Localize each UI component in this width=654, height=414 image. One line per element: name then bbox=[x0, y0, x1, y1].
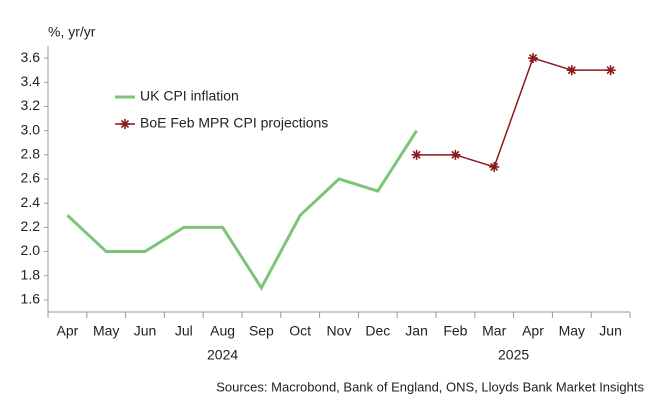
x-tick-label: May bbox=[93, 323, 119, 339]
x-tick-label: Feb bbox=[443, 323, 467, 339]
data-point bbox=[450, 149, 461, 160]
legend-label: BoE Feb MPR CPI projections bbox=[140, 115, 328, 131]
x-tick-label: May bbox=[559, 323, 585, 339]
x-group-label: 2025 bbox=[498, 347, 529, 363]
x-tick-label: Jan bbox=[405, 323, 428, 339]
x-tick-label: Mar bbox=[482, 323, 506, 339]
y-tick-label: 2.0 bbox=[21, 242, 41, 258]
data-point bbox=[411, 149, 422, 160]
y-axis-label: %, yr/yr bbox=[48, 24, 96, 40]
x-tick-label: Apr bbox=[57, 323, 79, 339]
y-tick-label: 2.2 bbox=[21, 218, 41, 234]
data-point bbox=[566, 65, 577, 76]
legend-marker bbox=[120, 119, 130, 129]
y-tick-label: 3.6 bbox=[21, 49, 41, 65]
y-tick-label: 3.2 bbox=[21, 97, 41, 113]
y-tick-label: 2.4 bbox=[21, 194, 41, 210]
x-tick-label: Apr bbox=[522, 323, 544, 339]
series-line bbox=[66, 129, 418, 291]
y-tick-label: 3.4 bbox=[21, 73, 41, 89]
data-point bbox=[605, 65, 616, 76]
data-point bbox=[528, 53, 538, 64]
x-tick-label: Oct bbox=[289, 323, 311, 339]
source-note: Sources: Macrobond, Bank of England, ONS… bbox=[216, 379, 644, 394]
series-line bbox=[416, 57, 611, 168]
x-tick-label: Sep bbox=[249, 323, 274, 339]
x-tick-label: Dec bbox=[365, 323, 390, 339]
data-point bbox=[489, 161, 500, 172]
y-tick-label: 3.0 bbox=[21, 121, 41, 137]
y-tick-label: 2.6 bbox=[21, 170, 41, 186]
legend-label: UK CPI inflation bbox=[140, 88, 239, 104]
x-group-label: 2024 bbox=[207, 347, 238, 363]
x-tick-label: Nov bbox=[327, 323, 352, 339]
x-tick-label: Jul bbox=[175, 323, 193, 339]
x-tick-label: Jun bbox=[134, 323, 157, 339]
y-tick-label: 1.6 bbox=[21, 291, 41, 307]
y-tick-label: 1.8 bbox=[21, 266, 41, 282]
x-tick-label: Aug bbox=[210, 323, 235, 339]
x-tick-label: Jun bbox=[599, 323, 622, 339]
y-tick-label: 2.8 bbox=[21, 146, 41, 162]
